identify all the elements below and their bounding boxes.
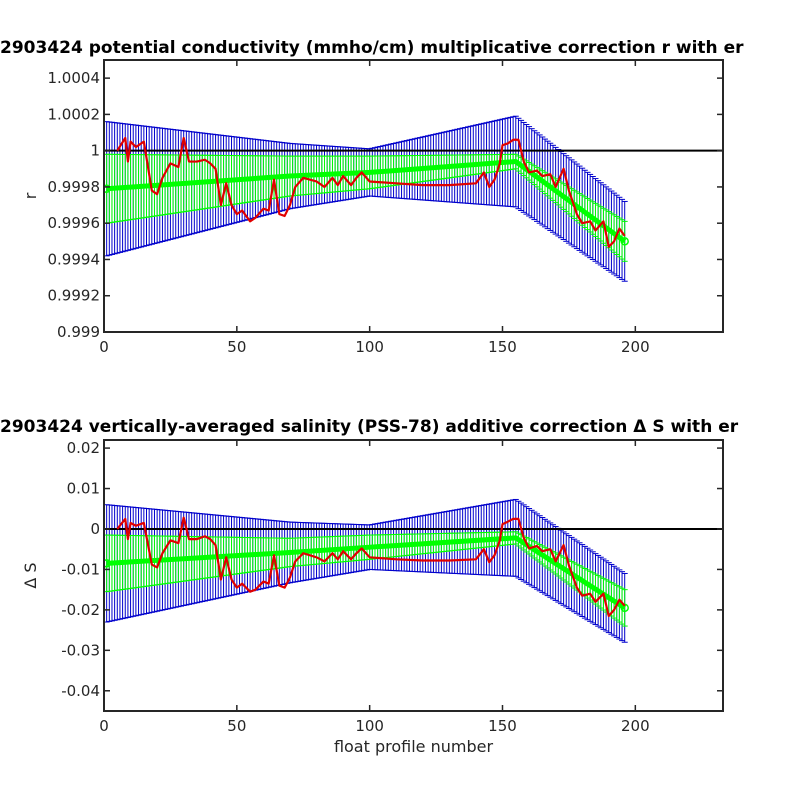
- y-tick-label: 0.01: [67, 480, 100, 498]
- x-tick-label: 100: [355, 717, 384, 735]
- raw-correction-line: [116, 136, 626, 248]
- fit-end-marker: [620, 237, 629, 246]
- fit-line: [106, 535, 627, 610]
- x-tick-label: 200: [621, 338, 650, 356]
- raw-correction-line: [116, 516, 626, 618]
- y-tick-label: 1.0004: [48, 69, 101, 87]
- x-tick-label: 150: [488, 338, 517, 356]
- y-tick-label: 0.9992: [48, 287, 101, 305]
- y-tick-label: -0.01: [61, 560, 100, 578]
- fit-end-marker: [104, 184, 111, 193]
- axes-frame: [103, 439, 724, 712]
- axes-frame: [103, 59, 724, 333]
- chart-title: 2903424 potential conductivity (mmho/cm)…: [0, 38, 744, 58]
- y-tick-label: 1: [90, 142, 100, 160]
- x-tick-label: 200: [621, 717, 650, 735]
- fit-end-marker: [104, 559, 111, 568]
- x-tick-label: 150: [488, 717, 517, 735]
- x-tick-label: 50: [227, 717, 246, 735]
- x-tick-label: 0: [99, 338, 109, 356]
- y-tick-label: -0.02: [61, 601, 100, 619]
- x-tick-label: 100: [355, 338, 384, 356]
- y-tick-label: 0.9994: [48, 250, 101, 268]
- y-tick-label: 0.9996: [48, 214, 101, 232]
- y-axis-label: r: [21, 192, 40, 199]
- y-tick-label: -0.03: [61, 641, 100, 659]
- y-tick-label: 1.0002: [48, 105, 101, 123]
- plot-content: [104, 498, 723, 643]
- fit-line: [106, 159, 627, 244]
- y-tick-label: 0: [90, 520, 100, 538]
- y-tick-label: 0.9998: [48, 178, 101, 196]
- plot-content: [104, 115, 723, 282]
- y-tick-label: 0.02: [67, 439, 100, 457]
- y-tick-label: 0.999: [57, 323, 100, 341]
- chart-title: 2903424 vertically-averaged salinity (PS…: [0, 417, 739, 437]
- x-axis-label: float profile number: [334, 737, 494, 756]
- y-tick-label: -0.04: [61, 682, 100, 700]
- x-tick-label: 0: [99, 717, 109, 735]
- x-tick-label: 50: [227, 338, 246, 356]
- y-axis-label: Δ S: [21, 562, 40, 588]
- panel-conductivity-correction: 0 50 100 150 200 0.999 0.9992 0.9994 0.9996 0.999…: [0, 38, 744, 356]
- panel-salinity-correction: 0 50 100 150 200 -0.04 -0.03 -0.02 -0.01 0 0.01 0.0…: [0, 417, 739, 756]
